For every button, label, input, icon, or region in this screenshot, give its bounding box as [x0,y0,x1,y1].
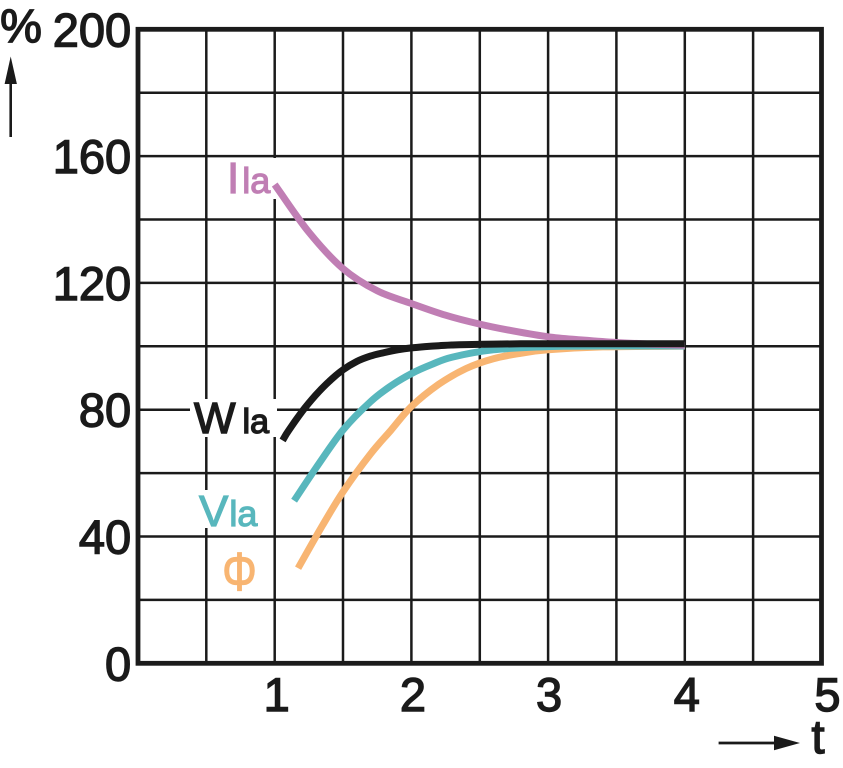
svg-text:%: % [0,0,42,52]
svg-text:40: 40 [79,511,131,564]
svg-text:Ila: Ila [227,154,271,203]
svg-text:1: 1 [264,668,290,721]
svg-text:4: 4 [674,668,700,721]
svg-text:3: 3 [536,668,562,721]
svg-text:160: 160 [53,130,131,183]
svg-text:Φ: Φ [222,543,256,603]
svg-text:2: 2 [400,668,426,721]
svg-text:Vla: Vla [199,487,258,536]
svg-text:200: 200 [53,3,131,56]
svg-text:80: 80 [79,384,131,437]
svg-text:t: t [811,710,824,763]
svg-text:5: 5 [814,668,840,721]
svg-text:120: 120 [53,257,131,310]
svg-text:0: 0 [105,637,131,690]
